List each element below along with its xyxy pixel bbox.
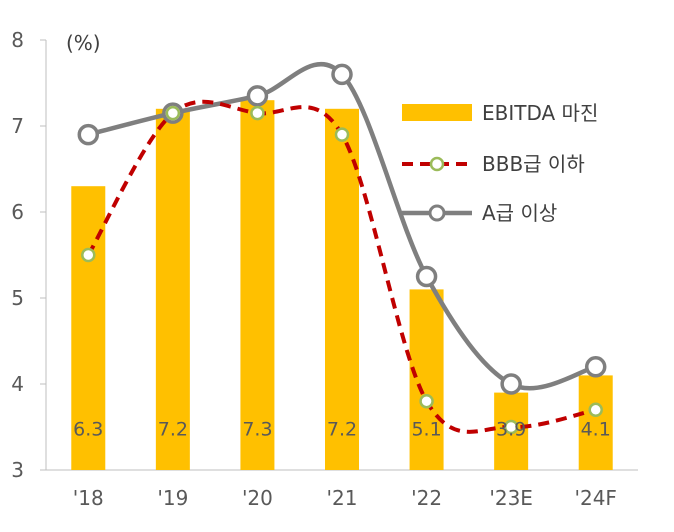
point-bbb-grade xyxy=(588,402,603,418)
y-tick-label: 6 xyxy=(11,200,24,224)
legend-swatch-ebitda xyxy=(402,104,472,121)
bar-value-label: 3.9 xyxy=(496,419,526,441)
unit-label: (%) xyxy=(66,31,101,55)
bar-value-label: 7.3 xyxy=(242,419,272,441)
bar-ebitda xyxy=(578,375,613,470)
bar-labels: 6.3 7.2 7.3 7.2 5.1 3.9 4.1 xyxy=(73,419,611,441)
y-tick-label: 3 xyxy=(11,458,24,482)
bar-value-label: 4.1 xyxy=(581,419,611,441)
bar-ebitda xyxy=(155,108,190,471)
legend-marker-a xyxy=(428,204,446,222)
point-bbb-grade xyxy=(419,393,434,409)
y-tick-label: 4 xyxy=(11,372,24,396)
y-tick-label: 8 xyxy=(11,28,24,52)
point-bbb-grade xyxy=(81,247,96,263)
bar-ebitda xyxy=(240,100,275,470)
bar-ebitda xyxy=(325,108,359,471)
bar-value-label: 6.3 xyxy=(73,419,103,441)
legend-label-bbb: BBB급 이하 xyxy=(482,152,585,176)
point-a-grade xyxy=(415,265,438,288)
axes: 3 4 5 6 7 8 '18 '19 '20 '21 '22 '23E '24F xyxy=(11,28,638,510)
markers xyxy=(77,63,607,435)
y-tick-label: 5 xyxy=(11,286,24,310)
point-bbb-grade xyxy=(165,105,181,121)
point-bbb-grade xyxy=(250,105,265,121)
point-a-grade xyxy=(584,356,607,378)
point-a-grade xyxy=(331,63,353,86)
bar-value-label: 7.2 xyxy=(158,419,188,441)
bar-ebitda xyxy=(409,289,444,470)
legend-marker-bbb xyxy=(429,156,445,172)
point-a-grade xyxy=(77,123,100,146)
x-tick-label: '21 xyxy=(327,486,358,510)
x-tick-label: '24F xyxy=(574,486,616,510)
bar-value-label: 5.1 xyxy=(411,419,441,441)
x-tick-label: '19 xyxy=(157,486,188,510)
y-tick-label: 7 xyxy=(11,114,24,138)
point-a-grade xyxy=(246,85,269,107)
x-tick-label: '23E xyxy=(489,486,533,510)
legend: EBITDA 마진 BBB급 이하 A급 이상 xyxy=(402,101,598,225)
x-tick-label: '18 xyxy=(73,486,104,510)
point-a-grade xyxy=(500,373,522,395)
point-bbb-grade xyxy=(503,419,519,435)
x-tick-label: '22 xyxy=(411,486,442,510)
legend-label-a: A급 이상 xyxy=(482,201,557,225)
x-tick-label: '20 xyxy=(242,486,273,510)
legend-label-ebitda: EBITDA 마진 xyxy=(482,101,598,125)
bar-value-label: 7.2 xyxy=(327,419,357,441)
point-bbb-grade xyxy=(334,127,350,142)
